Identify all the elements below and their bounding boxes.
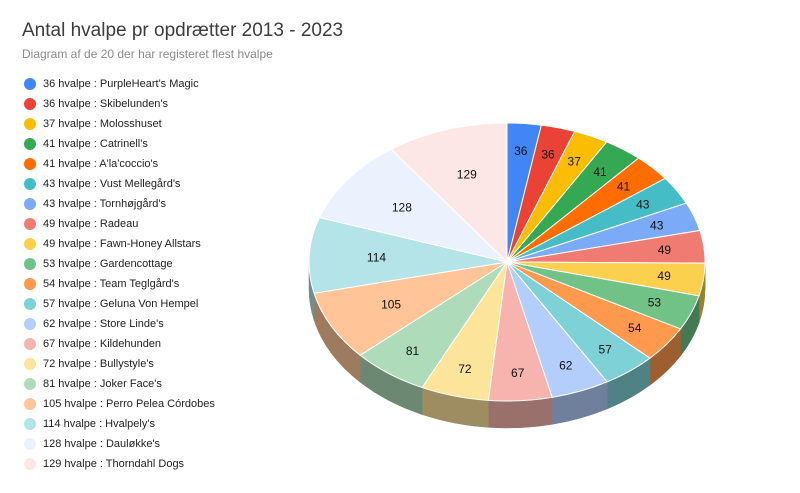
pie-slice-value-label: 43 <box>636 198 650 212</box>
legend-swatch <box>24 358 36 370</box>
pie-slice-value-label: 49 <box>658 243 672 257</box>
legend-label: 81 hvalpe : Joker Face's <box>43 378 162 390</box>
legend-label: 67 hvalpe : Kildehunden <box>43 338 162 350</box>
pie-slice-value-label: 41 <box>617 180 631 194</box>
legend-swatch <box>24 298 36 310</box>
legend-label: 49 hvalpe : Fawn-Honey Allstars <box>43 238 201 250</box>
pie-slice-value-label: 37 <box>568 154 582 168</box>
legend-label: 114 hvalpe : Hvalpely's <box>43 418 155 430</box>
legend-item[interactable]: 67 hvalpe : Kildehunden <box>24 334 304 354</box>
pie-slice[interactable] <box>313 261 508 356</box>
legend-swatch <box>24 438 36 450</box>
chart-title: Antal hvalpe pr opdrætter 2013 - 2023 <box>22 20 344 41</box>
legend-item[interactable]: 43 hvalpe : Vust Mellegård's <box>24 174 304 194</box>
pie-slice-value-label: 67 <box>511 366 525 380</box>
legend-swatch <box>24 198 36 210</box>
pie-slice-value-label: 129 <box>457 168 477 182</box>
legend-item[interactable]: 114 hvalpe : Hvalpely's <box>24 414 304 434</box>
legend-label: 54 hvalpe : Team Teglgård's <box>43 278 180 290</box>
pie-slice-value-label: 72 <box>458 362 472 376</box>
legend-swatch <box>24 178 36 190</box>
legend-label: 37 hvalpe : Molosshuset <box>43 118 162 130</box>
legend-label: 62 hvalpe : Store Linde's <box>43 318 164 330</box>
legend-swatch <box>24 418 36 430</box>
legend-item[interactable]: 81 hvalpe : Joker Face's <box>24 374 304 394</box>
pie-slice-value-label: 128 <box>392 201 412 215</box>
pie-slice-value-label: 114 <box>367 250 386 264</box>
legend-label: 49 hvalpe : Radeau <box>43 218 139 230</box>
legend-swatch <box>24 238 36 250</box>
legend-label: 128 hvalpe : Dauløkke's <box>43 438 161 450</box>
legend-label: 43 hvalpe : Vust Mellegård's <box>43 178 181 190</box>
pie-slice-value-label: 54 <box>628 321 642 335</box>
legend-item[interactable]: 62 hvalpe : Store Linde's <box>24 314 304 334</box>
pie-slice-value-label: 62 <box>559 358 573 372</box>
legend-swatch <box>24 318 36 330</box>
legend-item[interactable]: 43 hvalpe : Tornhøjgård's <box>24 194 304 214</box>
legend-item[interactable]: 105 hvalpe : Perro Pelea Córdobes <box>24 394 304 414</box>
legend-swatch <box>24 78 36 90</box>
legend-swatch <box>24 378 36 390</box>
chart-subtitle: Diagram af de 20 der har registeret fles… <box>22 47 273 61</box>
legend-swatch <box>24 138 36 150</box>
legend-item[interactable]: 36 hvalpe : PurpleHeart's Magic <box>24 74 304 94</box>
legend-item[interactable]: 57 hvalpe : Geluna Von Hempel <box>24 294 304 314</box>
legend: 36 hvalpe : PurpleHeart's Magic 36 hvalpe… <box>24 74 304 474</box>
legend-label: 41 hvalpe : A'la'coccio's <box>43 158 159 170</box>
pie-slice-value-label: 36 <box>541 148 555 162</box>
legend-label: 105 hvalpe : Perro Pelea Córdobes <box>43 398 215 410</box>
legend-label: 41 hvalpe : Catrinell's <box>43 138 148 150</box>
legend-swatch <box>24 98 36 110</box>
legend-item[interactable]: 72 hvalpe : Bullystyle's <box>24 354 304 374</box>
legend-item[interactable]: 36 hvalpe : Skibelunden's <box>24 94 304 114</box>
legend-swatch <box>24 278 36 290</box>
pie-slice-value-label: 41 <box>593 165 607 179</box>
legend-label: 53 hvalpe : Gardencottage <box>43 258 173 270</box>
pie-slice[interactable] <box>308 216 508 294</box>
legend-swatch <box>24 158 36 170</box>
legend-item[interactable]: 54 hvalpe : Team Teglgård's <box>24 274 304 294</box>
pie-slice-value-label: 57 <box>599 342 613 356</box>
legend-swatch <box>24 458 36 470</box>
legend-item[interactable]: 37 hvalpe : Molosshuset <box>24 114 304 134</box>
legend-label: 72 hvalpe : Bullystyle's <box>43 358 154 370</box>
pie-slice-value-label: 53 <box>648 296 662 310</box>
legend-item[interactable]: 53 hvalpe : Gardencottage <box>24 254 304 274</box>
pie-slice-side <box>488 397 553 429</box>
pie-slice[interactable] <box>390 122 508 264</box>
legend-item[interactable]: 41 hvalpe : A'la'coccio's <box>24 154 304 174</box>
legend-item[interactable]: 49 hvalpe : Fawn-Honey Allstars <box>24 234 304 254</box>
pie-slice-value-label: 43 <box>650 219 664 233</box>
legend-swatch <box>24 118 36 130</box>
legend-label: 43 hvalpe : Tornhøjgård's <box>43 198 166 210</box>
legend-label: 36 hvalpe : PurpleHeart's Magic <box>43 78 199 90</box>
legend-swatch <box>24 398 36 410</box>
pie-slice-value-label: 49 <box>657 269 671 283</box>
legend-swatch <box>24 258 36 270</box>
legend-item[interactable]: 128 hvalpe : Dauløkke's <box>24 434 304 454</box>
pie-slice-value-label: 81 <box>406 344 420 358</box>
legend-label: 57 hvalpe : Geluna Von Hempel <box>43 298 199 310</box>
legend-item[interactable]: 129 hvalpe : Thorndahl Dogs <box>24 454 304 474</box>
legend-label: 36 hvalpe : Skibelunden's <box>43 98 169 110</box>
pie-slice-value-label: 105 <box>381 297 401 311</box>
pie-slice[interactable] <box>318 148 509 263</box>
legend-label: 129 hvalpe : Thorndahl Dogs <box>43 458 185 470</box>
legend-swatch <box>24 218 36 230</box>
pie-slice-value-label: 36 <box>514 144 528 158</box>
legend-item[interactable]: 41 hvalpe : Catrinell's <box>24 134 304 154</box>
legend-swatch <box>24 338 36 350</box>
legend-item[interactable]: 49 hvalpe : Radeau <box>24 214 304 234</box>
